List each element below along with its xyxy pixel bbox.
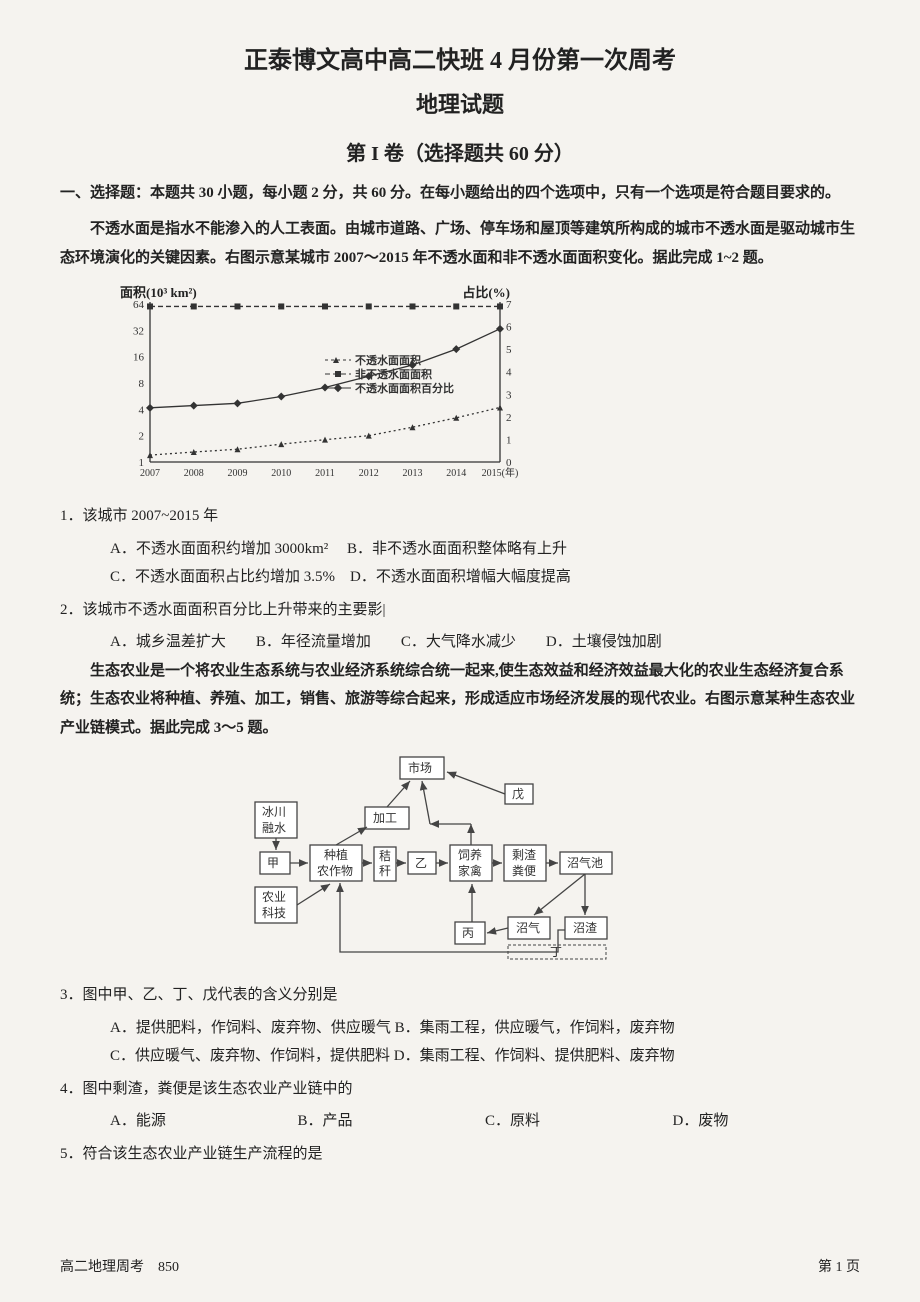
node-wu: 戊 xyxy=(512,787,524,801)
q1-opt-a: A．不透水面面积约增加 3000km² xyxy=(110,541,328,557)
node-market: 市场 xyxy=(408,760,432,775)
svg-text:2009: 2009 xyxy=(228,468,248,479)
q4-opt-d: D．废物 xyxy=(673,1107,861,1136)
node-jie-bot: 秆 xyxy=(379,864,391,878)
q2-opt-c: C．大气降水减少 xyxy=(401,628,516,657)
node-keji: 科技 xyxy=(262,906,286,920)
svg-text:1: 1 xyxy=(506,434,512,446)
q3-stem: 3．图中甲、乙、丁、戊代表的含义分别是 xyxy=(60,981,860,1010)
y1-ticks: 1248163264 xyxy=(133,299,145,469)
y1-axis-label: 面积(10³ km²) xyxy=(120,282,197,301)
node-siyang-bot: 家禽 xyxy=(458,863,482,878)
svg-text:2015(年): 2015(年) xyxy=(482,466,519,479)
chart-svg: 1248163264 01234567 20072008200920102011… xyxy=(100,282,540,492)
q3-options-row1: A．提供肥料，作饲料、废弃物、供应暖气 B．集雨工程，供应暖气，作饲料，废弃物 xyxy=(60,1014,860,1043)
node-bingchuan: 冰川 xyxy=(262,805,286,819)
q3-opt-a: A．提供肥料，作饲料、废弃物、供应暖气 xyxy=(110,1020,391,1036)
svg-text:2008: 2008 xyxy=(184,468,204,479)
instructions: 一、选择题：本题共 30 小题，每小题 2 分，共 60 分。在每小题给出的四个… xyxy=(60,180,860,207)
q2-opt-b: B．年径流量增加 xyxy=(256,628,371,657)
q2-options: A．城乡温差扩大 B．年径流量增加 C．大气降水减少 D．土壤侵蚀加剧 xyxy=(60,628,860,657)
passage-2: 生态农业是一个将农业生态系统与农业经济系统综合统一起来,使生态效益和经济效益最大… xyxy=(60,657,860,743)
page-footer: 高二地理周考 850 第 1 页 xyxy=(60,1256,860,1276)
svg-text:2014: 2014 xyxy=(446,468,466,479)
y2-ticks: 01234567 xyxy=(506,299,512,469)
q4-stem: 4．图中剩渣，粪便是该生态农业产业链中的 xyxy=(60,1075,860,1104)
svg-text:2012: 2012 xyxy=(359,468,379,479)
section-header: 第 I 卷（选择题共 60 分） xyxy=(60,137,860,166)
page-title: 正泰博文高中高二快班 4 月份第一次周考 xyxy=(60,40,860,75)
legend-percent: 不透水面面积百分比 xyxy=(355,381,454,395)
svg-text:3: 3 xyxy=(506,389,512,401)
node-jiagong: 加工 xyxy=(373,811,397,825)
chart-legend: 不透水面面积 非不透水面面积 不透水面面积百分比 xyxy=(325,353,454,395)
q3-opt-d: D．集雨工程、作饲料、提供肥料、废弃物 xyxy=(394,1048,675,1064)
q1-options-row1: A．不透水面面积约增加 3000km² B．非不透水面面积整体略有上升 xyxy=(60,535,860,564)
subject-title: 地理试题 xyxy=(60,87,860,119)
svg-text:6: 6 xyxy=(506,322,512,334)
q4-opt-a: A．能源 xyxy=(110,1107,298,1136)
q2-opt-a: A．城乡温差扩大 xyxy=(110,628,226,657)
legend-non-impervious: 非不透水面面积 xyxy=(355,367,432,381)
footer-left: 高二地理周考 850 xyxy=(60,1256,179,1276)
q3-opt-c: C．供应暖气、废弃物、作饲料，提供肥料 xyxy=(110,1048,390,1064)
q4-opt-c: C．原料 xyxy=(485,1107,673,1136)
node-zhaozha: 沼渣 xyxy=(573,921,597,935)
q4-options: A．能源 B．产品 C．原料 D．废物 xyxy=(60,1107,860,1136)
svg-text:2011: 2011 xyxy=(315,468,335,479)
q4-opt-b: B．产品 xyxy=(298,1107,486,1136)
node-yi: 乙 xyxy=(415,856,427,870)
y2-axis-label: 占比(%) xyxy=(462,282,510,301)
svg-text:4: 4 xyxy=(506,367,512,379)
chart-series xyxy=(146,303,504,458)
svg-text:2: 2 xyxy=(139,431,145,443)
node-siyang-top: 饲养 xyxy=(458,847,482,862)
svg-text:4: 4 xyxy=(139,404,145,416)
svg-text:32: 32 xyxy=(133,325,144,337)
node-zhaoqichi: 沼气池 xyxy=(567,855,603,870)
q1-opt-d: D．不透水面面积增幅大幅度提高 xyxy=(350,569,571,585)
footer-right: 第 1 页 xyxy=(818,1256,860,1276)
node-shengzha-bot: 粪便 xyxy=(512,864,536,878)
q2-opt-d: D．土壤侵蚀加剧 xyxy=(546,628,662,657)
exam-page: 正泰博文高中高二快班 4 月份第一次周考 地理试题 第 I 卷（选择题共 60 … xyxy=(0,0,920,1302)
q3-options-row2: C．供应暖气、废弃物、作饲料，提供肥料 D．集雨工程、作饲料、提供肥料、废弃物 xyxy=(60,1042,860,1071)
node-jie-top: 秸 xyxy=(379,849,391,863)
node-shengzha-top: 剩渣 xyxy=(512,848,536,862)
node-jia: 甲 xyxy=(267,856,279,870)
node-zhongzhi-top: 种植 xyxy=(324,847,348,862)
svg-text:8: 8 xyxy=(139,378,145,390)
svg-text:5: 5 xyxy=(506,344,512,356)
q3-opt-b: B．集雨工程，供应暖气，作饲料，废弃物 xyxy=(395,1020,675,1036)
node-zhaoqi: 沼气 xyxy=(516,920,540,935)
svg-text:2: 2 xyxy=(506,412,512,424)
q5-stem: 5．符合该生态农业产业链生产流程的是 xyxy=(60,1140,860,1169)
diagram-area: 市场 戊 加工 冰川 融水 甲 种植 农作物 秸 秆 乙 xyxy=(250,752,670,967)
q2-stem: 2．该城市不透水面面积百分比上升带来的主要影| xyxy=(60,596,860,625)
q1-stem: 1．该城市 2007~2015 年 xyxy=(60,502,860,531)
node-zhongzhi-bot: 农作物 xyxy=(317,864,353,878)
q1-opt-c: C．不透水面面积占比约增加 3.5% xyxy=(110,569,335,585)
q1-opt-b: B．非不透水面面积整体略有上升 xyxy=(347,541,567,557)
passage-1: 不透水面是指水不能渗入的人工表面。由城市道路、广场、停车场和屋顶等建筑所构成的城… xyxy=(60,215,860,272)
diagram-svg: 市场 戊 加工 冰川 融水 甲 种植 农作物 秸 秆 乙 xyxy=(250,752,670,962)
node-rongshui: 融水 xyxy=(262,821,286,835)
svg-text:2013: 2013 xyxy=(403,468,423,479)
x-ticks: 2007 2008 2009 2010 2011 2012 2013 2014 2015(年) xyxy=(140,466,518,479)
legend-impervious: 不透水面面积 xyxy=(355,353,421,367)
node-bing: 丙 xyxy=(462,926,474,940)
q1-options-row2: C．不透水面面积占比约增加 3.5% D．不透水面面积增幅大幅度提高 xyxy=(60,563,860,592)
node-nongye: 农业 xyxy=(262,890,286,904)
chart-area: 面积(10³ km²) 占比(%) 1248163264 01234567 20… xyxy=(100,282,540,492)
svg-text:16: 16 xyxy=(133,352,145,364)
svg-text:2010: 2010 xyxy=(271,468,291,479)
svg-text:2007: 2007 xyxy=(140,468,160,479)
